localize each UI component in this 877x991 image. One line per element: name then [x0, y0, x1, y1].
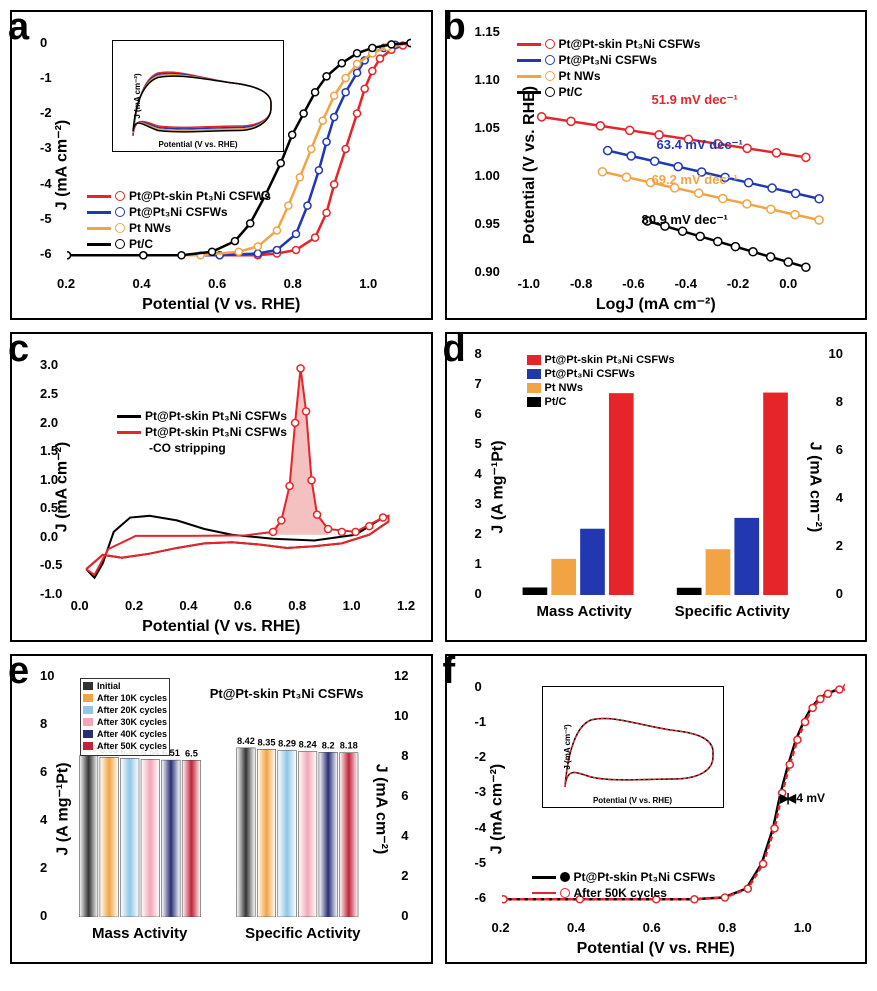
- panel-d: d Pt@Pt-skin Pt₃Ni CSFWs Pt@Pt₃Ni CSFWs …: [445, 332, 868, 642]
- panel-d-label: d: [443, 328, 466, 371]
- panel-c-label: c: [8, 328, 29, 371]
- svg-text:8.29: 8.29: [278, 739, 296, 749]
- panel-b-legend: Pt@Pt-skin Pt₃Ni CSFWs Pt@Pt₃Ni CSFWs Pt…: [517, 37, 701, 101]
- svg-text:6.5: 6.5: [185, 748, 198, 758]
- panel-f-legend: Pt@Pt-skin Pt₃Ni CSFWs After 50K cycles: [532, 870, 716, 902]
- panel-c: c Pt@Pt-skin Pt₃Ni CSFWs Pt@Pt-skin Pt₃N…: [10, 332, 433, 642]
- svg-text:8.18: 8.18: [340, 741, 358, 751]
- panel-a-inset: Potential (V vs. RHE) J (mA cm⁻²): [112, 40, 284, 152]
- panel-b-label: b: [443, 6, 466, 49]
- panel-f-label: f: [443, 650, 456, 693]
- svg-text:8.24: 8.24: [299, 740, 318, 750]
- panel-a-legend: Pt@Pt-skin Pt₃Ni CSFWs Pt@Pt₃Ni CSFWs Pt…: [87, 189, 271, 253]
- panel-e-legend: InitialAfter 10K cyclesAfter 20K cyclesA…: [80, 678, 170, 756]
- svg-text:8.2: 8.2: [322, 740, 335, 750]
- shift-annotation: ▶|◀ 4 mV: [780, 791, 825, 805]
- panel-e-label: e: [8, 650, 29, 693]
- panel-a: a Potential (V vs. RHE) J (mA cm⁻²) Pt@P…: [10, 10, 433, 320]
- panel-c-legend: Pt@Pt-skin Pt₃Ni CSFWs Pt@Pt-skin Pt₃Ni …: [117, 409, 287, 457]
- svg-text:8.35: 8.35: [258, 737, 276, 747]
- svg-text:8.42: 8.42: [237, 736, 255, 746]
- panel-f-inset: Potential (V vs. RHE) J (mA cm⁻²): [542, 686, 724, 808]
- panel-c-plot: [67, 354, 411, 595]
- figure-grid: a Potential (V vs. RHE) J (mA cm⁻²) Pt@P…: [10, 10, 867, 964]
- panel-b: b 51.9 mV dec⁻¹ 63.4 mV dec⁻¹ 69.2 mV de…: [445, 10, 868, 320]
- panel-d-legend: Pt@Pt-skin Pt₃Ni CSFWs Pt@Pt₃Ni CSFWs Pt…: [527, 354, 675, 410]
- panel-a-label: a: [8, 6, 29, 49]
- panel-f: f Potential (V vs. RHE) J (mA cm⁻²) ▶|◀ …: [445, 654, 868, 964]
- panel-e: e 6.696.636.586.546.516.58.428.358.298.2…: [10, 654, 433, 964]
